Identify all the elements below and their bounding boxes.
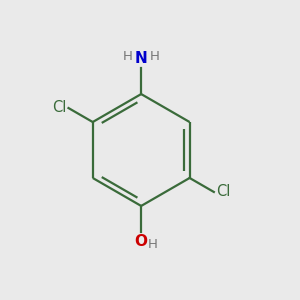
Text: N: N bbox=[135, 51, 148, 66]
Text: Cl: Cl bbox=[52, 100, 66, 115]
Text: Cl: Cl bbox=[216, 184, 231, 200]
Text: H: H bbox=[148, 238, 158, 251]
Text: O: O bbox=[135, 234, 148, 249]
Text: H: H bbox=[149, 50, 159, 62]
Text: H: H bbox=[123, 50, 133, 62]
